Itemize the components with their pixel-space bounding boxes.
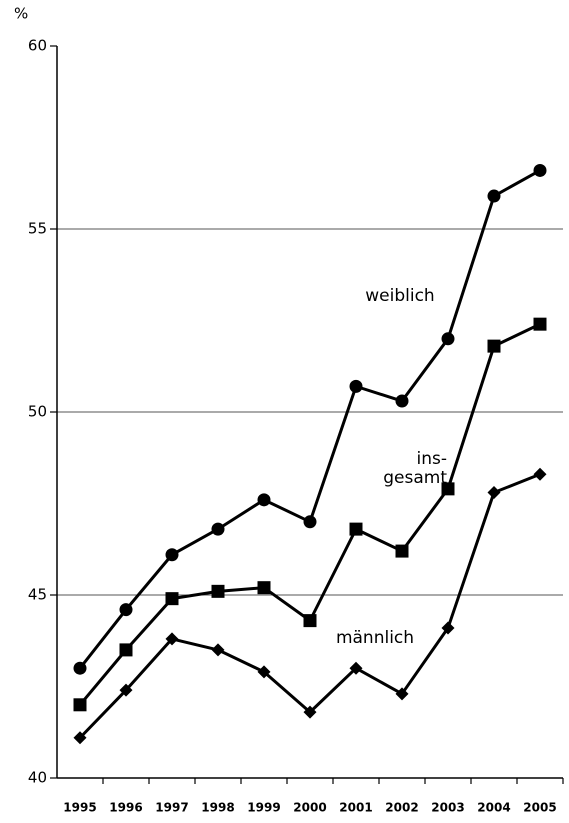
marker [487, 486, 501, 500]
marker [395, 544, 409, 558]
x-tick-label: 2003 [431, 801, 464, 815]
y-tick-label: 60 [28, 37, 47, 55]
marker [349, 379, 363, 393]
marker [395, 687, 409, 701]
marker [165, 632, 179, 646]
marker [533, 467, 547, 481]
marker [257, 665, 271, 679]
x-tick-label: 2004 [477, 801, 510, 815]
series-label: weiblich [365, 286, 434, 306]
marker [119, 683, 133, 697]
x-tick-label: 2002 [385, 801, 418, 815]
x-tick-label: 2001 [339, 801, 372, 815]
marker [211, 584, 225, 598]
x-tick-label: 2000 [293, 801, 326, 815]
x-tick-label: 2005 [523, 801, 556, 815]
marker [441, 621, 455, 635]
y-tick-label: 40 [28, 769, 47, 787]
x-tick-label: 1995 [63, 801, 96, 815]
marker [165, 592, 179, 606]
marker [211, 522, 225, 536]
marker [303, 515, 317, 529]
marker [73, 731, 87, 745]
marker [533, 317, 547, 331]
series-label: männlich [336, 628, 414, 648]
marker [395, 394, 409, 408]
marker [303, 614, 317, 628]
marker [349, 661, 363, 675]
series-line [78, 322, 541, 706]
marker [441, 482, 455, 496]
y-tick-label: 50 [28, 403, 47, 421]
marker [119, 643, 133, 657]
series-line [78, 472, 541, 739]
marker [119, 603, 133, 617]
marker [487, 339, 501, 353]
marker [257, 493, 271, 507]
marker [441, 332, 455, 346]
y-tick-label: 45 [28, 586, 47, 604]
marker [533, 163, 547, 177]
marker [349, 522, 363, 536]
marker [73, 698, 87, 712]
x-tick-label: 1997 [155, 801, 188, 815]
x-tick-label: 1999 [247, 801, 280, 815]
y-unit: % [14, 5, 28, 23]
marker [257, 581, 271, 595]
marker [73, 661, 87, 675]
x-tick-label: 1996 [109, 801, 142, 815]
marker [211, 643, 225, 657]
marker [487, 189, 501, 203]
marker [165, 548, 179, 562]
series-label: ins-gesamt [383, 449, 447, 488]
marker [303, 705, 317, 719]
y-tick-label: 55 [28, 220, 47, 238]
x-tick-label: 1998 [201, 801, 234, 815]
